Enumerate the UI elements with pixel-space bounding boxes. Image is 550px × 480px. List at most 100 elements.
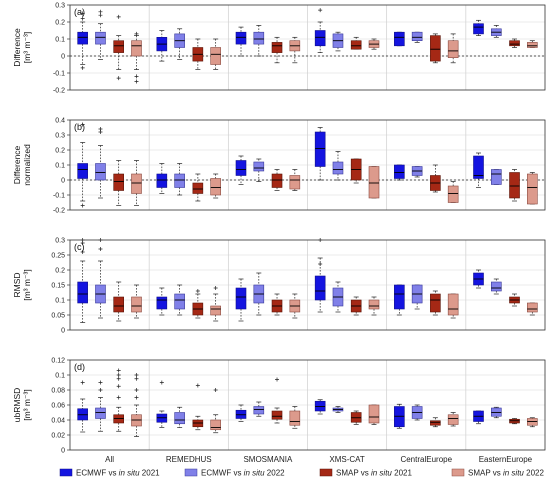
box-body <box>192 182 204 194</box>
box-s21 <box>430 417 441 428</box>
outlier <box>80 250 85 254</box>
outlier <box>318 8 323 13</box>
box-s22 <box>131 160 142 206</box>
legend-text: 2021 <box>392 469 413 478</box>
box-body <box>95 31 106 45</box>
box-s22 <box>289 406 301 429</box>
box-s22 <box>527 302 538 316</box>
category-label: CentralEurope <box>400 455 452 464</box>
box-s22 <box>368 296 380 316</box>
y-axis-label: ubRMSD[m³ m⁻³] <box>12 388 32 422</box>
y-axis-label-line: Difference <box>12 28 22 67</box>
outlier <box>80 16 85 21</box>
box-e21 <box>314 238 326 313</box>
box-e21 <box>156 30 168 62</box>
legend-text: in situ <box>371 469 392 478</box>
box-body <box>289 410 301 426</box>
outlier <box>134 31 139 36</box>
outlier <box>80 241 85 245</box>
box-e22 <box>491 406 502 419</box>
box-body <box>210 178 221 196</box>
y-axis-label-line: [m³ m⁻³] <box>22 32 32 63</box>
box-body <box>271 410 283 420</box>
y-tick-label: 0.04 <box>51 418 65 425</box>
y-tick-label: 0.05 <box>51 313 65 320</box>
box-body <box>368 299 380 310</box>
outlier <box>134 74 139 79</box>
box-s21 <box>350 296 362 316</box>
box-body <box>394 31 405 47</box>
box-e22 <box>332 151 344 181</box>
box-s21 <box>430 33 441 64</box>
box-body <box>289 175 301 190</box>
box-body <box>447 40 459 59</box>
box-body <box>271 42 283 53</box>
box-e22 <box>411 284 423 310</box>
y-tick-label: 0.12 <box>51 358 65 365</box>
box-body <box>235 287 247 310</box>
box-s21 <box>271 377 283 424</box>
box-e22 <box>174 406 185 428</box>
box-s21 <box>271 293 283 316</box>
box-body <box>156 296 168 310</box>
box-e21 <box>314 127 326 181</box>
box-e21 <box>473 410 484 425</box>
legend-label: SMAP vs in situ 2022 <box>468 469 544 478</box>
box-s21 <box>192 38 204 70</box>
box-body <box>350 40 362 50</box>
outlier <box>80 65 85 70</box>
box-body <box>131 173 142 194</box>
box-body <box>77 163 88 179</box>
box-body <box>430 35 441 62</box>
y-tick-label: 0.1 <box>55 163 65 170</box>
box-s22 <box>289 36 301 64</box>
box-e21 <box>235 26 247 57</box>
y-axis-label-line: [m³ m⁻³] <box>22 269 32 300</box>
box-s22 <box>527 40 538 48</box>
outlier <box>195 383 200 388</box>
y-tick-label: -0.2 <box>53 88 65 95</box>
y-tick-label: 0 <box>61 54 65 61</box>
y-tick-label: 0.2 <box>55 148 65 155</box>
outlier <box>98 13 103 18</box>
box-body <box>210 419 221 431</box>
box-e21 <box>235 404 247 422</box>
box-e21 <box>235 155 247 185</box>
y-tick-label: 0.1 <box>55 298 65 305</box>
box-body <box>509 172 520 199</box>
y-tick-label: 0.15 <box>51 283 65 290</box>
box-e21 <box>473 152 484 188</box>
box-body <box>394 284 405 310</box>
box-body <box>95 163 106 181</box>
y-tick-label: 0.4 <box>55 118 65 125</box>
box-body <box>411 31 423 42</box>
box-s21 <box>113 14 124 81</box>
legend-swatch <box>59 468 73 477</box>
box-s22 <box>289 293 301 319</box>
legend-text: in situ <box>244 469 265 478</box>
box-body <box>314 131 326 167</box>
box-body <box>491 281 502 292</box>
legend-text: SMAP vs <box>468 469 503 478</box>
box-body <box>314 275 326 301</box>
box-e22 <box>332 281 344 313</box>
outlier <box>98 247 103 251</box>
y-tick-label: 0.2 <box>55 268 65 275</box>
box-s21 <box>509 38 520 48</box>
box-e22 <box>253 401 265 417</box>
outlier <box>213 388 218 392</box>
box-e21 <box>156 287 168 316</box>
panel-frame <box>69 239 546 331</box>
box-e22 <box>253 25 265 57</box>
box-e21 <box>473 19 484 36</box>
legend-text: ECMWF vs <box>201 469 244 478</box>
box-body <box>447 414 459 425</box>
y-tick-label: -0.1 <box>53 71 65 78</box>
legend-text: ECMWF vs <box>76 469 119 478</box>
box-s22 <box>368 38 380 50</box>
panel-0: -0.2 -0.1 0 0.1 0.2 0.3 (a) Difference[m³ m⁻³] <box>12 3 546 95</box>
box-body <box>131 40 142 57</box>
box-body <box>473 155 484 179</box>
outlier <box>134 79 139 84</box>
panel-2: 0 0.05 0.1 0.15 0.2 0.25 0.3 (c) RMSD[m³ m⁻³] <box>12 238 546 335</box>
